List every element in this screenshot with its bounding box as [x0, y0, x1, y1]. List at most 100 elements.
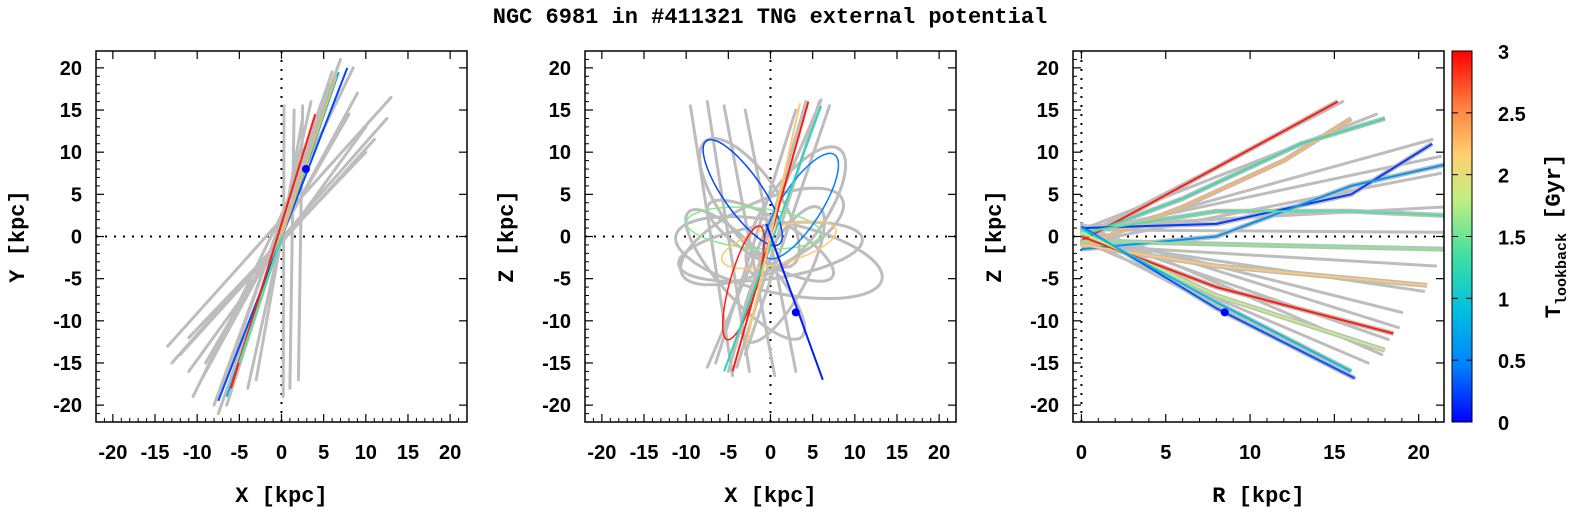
x-tick-label: 0 — [1076, 442, 1087, 464]
y-tick-label: 5 — [1048, 184, 1059, 206]
x-tick-label: 20 — [1408, 442, 1430, 464]
orbit-colored-6 — [1081, 239, 1444, 251]
x-tick-label: 15 — [886, 442, 908, 464]
x-tick-label: 5 — [807, 442, 818, 464]
orbit-gray-loop-5 — [744, 145, 848, 278]
x-tick-label: 10 — [355, 442, 377, 464]
colorbar: 0 0.5 1 1.5 2 2.5 3 Tlookback [Gyr] — [1451, 42, 1571, 435]
orbit-colored-3 — [1081, 142, 1433, 230]
y-tick-label: -15 — [542, 353, 571, 375]
y-tick-label: -15 — [1030, 353, 1059, 375]
orbit-gray-14 — [1079, 239, 1370, 365]
orbit-gray-7 — [743, 108, 798, 373]
orbit-colored-11 — [1080, 227, 1352, 373]
colorbar-tick-label: 0.5 — [1498, 351, 1526, 373]
y-tick-label: 5 — [71, 184, 82, 206]
x-tick-label: 20 — [928, 442, 950, 464]
y-axis-label: Z [kpc] — [495, 190, 520, 282]
y-tick-label: 5 — [560, 184, 571, 206]
x-tick-label: 5 — [1160, 442, 1171, 464]
orbit-colored-loop-1 — [720, 220, 837, 270]
orbit-gray-14 — [296, 104, 305, 382]
x-tick-label: -5 — [719, 442, 737, 464]
y-tick-label: 20 — [549, 58, 571, 80]
x-tick-label: -10 — [183, 442, 212, 464]
orbit-gray-10 — [1079, 230, 1390, 341]
x-tick-label: -10 — [672, 442, 701, 464]
y-tick-label: -20 — [1030, 395, 1059, 417]
y-axis-label: Z [kpc] — [983, 190, 1008, 282]
panel-rz: 0 5 10 15 20 -20 -15 -10 -5 0 5 10 15 20 R [kpc] Z [kpc… — [983, 50, 1445, 509]
y-tick-label: -5 — [553, 269, 571, 291]
current-position-marker — [1220, 308, 1229, 317]
current-position-marker — [791, 308, 800, 317]
x-tick-label: -15 — [141, 442, 170, 464]
orbit-gray-12 — [281, 104, 286, 399]
x-tick-label: 15 — [397, 442, 419, 464]
y-tick-label: -5 — [1041, 269, 1059, 291]
orbit-colored-2 — [229, 113, 317, 389]
orbit-gray-6 — [1079, 228, 1444, 234]
orbit-colored-loop-0 — [685, 206, 822, 250]
colorbar-label: Tlookback [Gyr] — [1542, 154, 1571, 318]
orbit-gray-13 — [288, 108, 296, 390]
y-tick-label: 15 — [60, 100, 82, 122]
y-tick-label: 0 — [71, 227, 82, 249]
x-tick-label: 0 — [765, 442, 776, 464]
x-tick-label: 10 — [844, 442, 866, 464]
orbit-colored-loop-2 — [702, 138, 784, 247]
plot-area-rz — [1073, 51, 1444, 422]
y-tick-label: -10 — [53, 311, 82, 333]
y-tick-label: -15 — [53, 353, 82, 375]
x-tick-label: 0 — [276, 442, 287, 464]
y-tick-label: -5 — [64, 269, 82, 291]
colorbar-tick-label: 1 — [1498, 289, 1509, 311]
y-tick-label: -10 — [1030, 311, 1059, 333]
orbit-colored-4 — [280, 75, 338, 237]
orbit-gray-17 — [254, 117, 305, 382]
panel-xy: -20 -15 -10 -5 0 5 10 15 20 -20 -15 -10 -5 0 5 10 15 20 X … — [6, 50, 468, 509]
y-tick-label: -20 — [53, 395, 82, 417]
x-tick-label: 15 — [1323, 442, 1345, 464]
current-position-marker — [301, 165, 310, 174]
figure-title: NGC 6981 in #411321 TNG external potenti… — [493, 5, 1048, 30]
x-tick-label: 20 — [439, 442, 461, 464]
y-tick-label: 15 — [1037, 100, 1059, 122]
x-axis-label: R [kpc] — [1212, 484, 1304, 509]
x-tick-label: -5 — [230, 442, 248, 464]
orbit-gray-5 — [743, 104, 831, 356]
y-axis-label: Y [kpc] — [6, 190, 31, 282]
y-tick-label: 20 — [1037, 58, 1059, 80]
orbit-colored-loop-4 — [721, 225, 766, 341]
y-tick-label: 0 — [1048, 227, 1059, 249]
orbit-colored-0 — [1080, 100, 1339, 242]
y-tick-label: 10 — [1037, 142, 1059, 164]
orbit-gray-3 — [1079, 154, 1443, 234]
plot-area-xz — [585, 51, 956, 422]
orbit-gray-loop-1 — [674, 215, 884, 300]
y-tick-label: 0 — [560, 227, 571, 249]
colorbar-tick-label: 1.5 — [1498, 228, 1526, 250]
x-tick-label: 10 — [1239, 442, 1261, 464]
orbit-colored-5 — [1081, 210, 1444, 234]
orbit-gray-16 — [221, 70, 334, 390]
x-axis-label: X [kpc] — [235, 484, 327, 509]
panel-xz: -20 -15 -10 -5 0 5 10 15 20 -20 -15 -10 -5 0 5 10 15 20 X … — [495, 50, 957, 509]
orbit-colored-loop-3 — [762, 152, 840, 260]
y-tick-label: 20 — [60, 58, 82, 80]
x-tick-label: -20 — [98, 442, 127, 464]
x-tick-label: 5 — [318, 442, 329, 464]
colorbar-tick-label: 2.5 — [1498, 104, 1526, 126]
orbit-colored-2 — [1081, 117, 1386, 238]
y-tick-label: 10 — [60, 142, 82, 164]
y-tick-label: -20 — [542, 395, 571, 417]
x-axis-label: X [kpc] — [724, 484, 816, 509]
colorbar-tick-label: 2 — [1498, 166, 1509, 188]
colorbar-tick-label: 3 — [1498, 42, 1509, 64]
colorbar-tick-label: 0 — [1498, 413, 1509, 435]
x-tick-label: -20 — [587, 442, 616, 464]
y-tick-label: 15 — [549, 100, 571, 122]
orbit-colored-2 — [745, 103, 801, 343]
y-tick-label: -10 — [542, 311, 571, 333]
